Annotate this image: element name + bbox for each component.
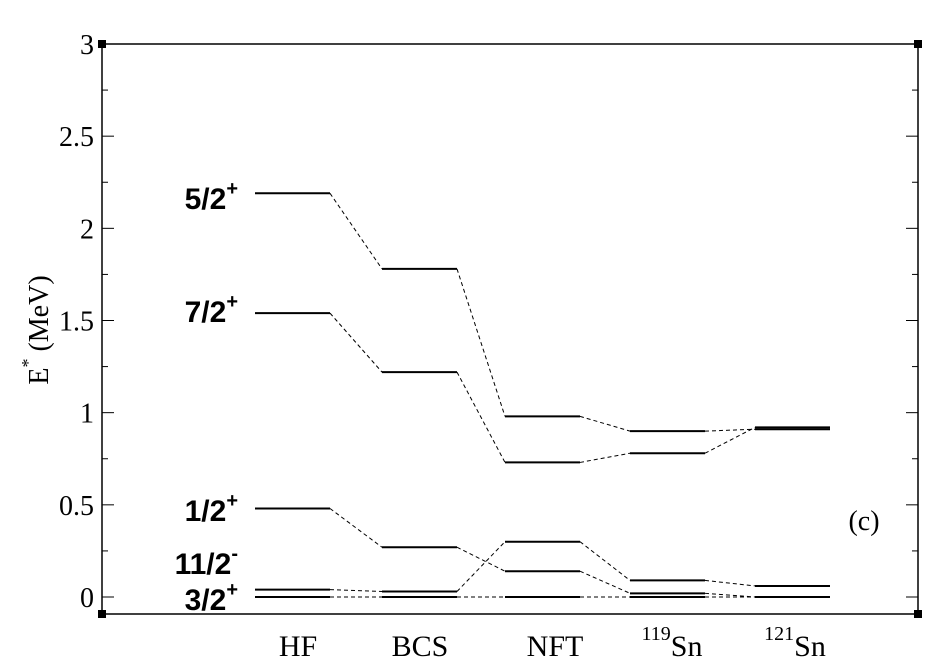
y-tick-label: 2.5 <box>59 122 94 153</box>
category-label: 121Sn <box>764 623 826 662</box>
connector-7/2 <box>329 312 383 373</box>
level-label-3/2: 3/2+ <box>185 579 238 617</box>
y-tick-label: 1.5 <box>59 307 94 338</box>
category-label: HF <box>279 630 317 662</box>
connector-5/2 <box>329 193 383 270</box>
connector-7/2 <box>456 371 506 463</box>
connector-1/2 <box>456 546 506 572</box>
level-label-1/2: 1/2+ <box>185 490 238 528</box>
connector-11/2 <box>704 579 756 587</box>
connector-1/2 <box>329 508 383 548</box>
y-tick-label: 3 <box>80 30 94 61</box>
category-label: 119Sn <box>642 623 703 662</box>
corner-marker <box>98 610 106 618</box>
axis-ticks <box>98 40 922 618</box>
panel-label: (c) <box>848 506 879 537</box>
y-tick-labels: 0 0.5 1 1.5 2 2.5 3 <box>59 30 94 614</box>
y-tick-label: 0 <box>80 583 94 614</box>
connector-5/2 <box>704 428 756 432</box>
connector-11/2 <box>329 589 383 592</box>
plot-frame <box>101 43 919 615</box>
corner-marker <box>98 40 106 48</box>
level-lines <box>255 192 830 598</box>
corner-marker <box>914 610 922 618</box>
connector-11/2 <box>456 541 506 592</box>
level-label-7/2: 7/2+ <box>185 291 238 329</box>
connector-11/2 <box>579 541 631 581</box>
category-labels: HF BCS NFT 119Sn 121Sn <box>279 623 826 662</box>
y-axis-label: E* (MeV) <box>18 275 55 384</box>
y-tick-label: 0.5 <box>59 491 94 522</box>
corner-marker <box>914 40 922 48</box>
connector-7/2 <box>704 426 756 454</box>
connector-5/2 <box>579 415 631 432</box>
category-label: NFT <box>527 630 584 662</box>
category-label: BCS <box>392 630 449 662</box>
y-tick-label: 2 <box>80 214 94 245</box>
level-label-11/2: 11/2- <box>175 543 238 581</box>
connector-1/2 <box>704 592 756 598</box>
connector-1/2 <box>579 570 631 594</box>
level-labels: 5/2+ 7/2+ 1/2+ 11/2-3/2+ <box>175 178 238 617</box>
connector-7/2 <box>579 452 631 463</box>
connector-5/2 <box>456 268 506 417</box>
connector-lines <box>329 193 756 598</box>
level-label-5/2: 5/2+ <box>185 178 238 216</box>
y-tick-label: 1 <box>80 399 94 430</box>
